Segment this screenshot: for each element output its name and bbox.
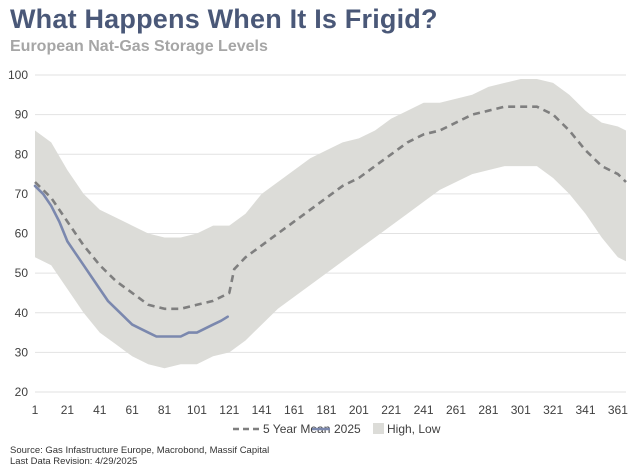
x-tick-label: 181 [316,403,336,417]
x-tick-label: 1 [32,403,39,417]
series-line-2025 [33,184,229,338]
x-tick-label: 141 [252,403,272,417]
y-tick-label: 20 [15,385,29,399]
y-tick-label: 90 [15,108,29,122]
x-tick-label: 201 [349,403,369,417]
x-tick-label: 281 [478,403,498,417]
x-tick-label: 261 [446,403,466,417]
chart-subtitle: European Nat-Gas Storage Levels [10,38,268,55]
chart-title: What Happens When It Is Frigid? [10,4,438,34]
x-tick-label: 341 [576,403,596,417]
x-tick-label: 61 [125,403,139,417]
revision-note: Last Data Revision: 4/29/2025 [10,456,138,467]
x-tick-label: 101 [187,403,207,417]
y-tick-label: 50 [15,266,29,280]
x-tick-label: 41 [93,403,107,417]
x-tick-label: 121 [219,403,239,417]
x-tick-label: 301 [511,403,531,417]
x-tick-label: 21 [61,403,75,417]
x-tick-label: 321 [543,403,563,417]
legend-swatch-band [373,423,384,434]
y-tick-label: 80 [15,147,29,161]
y-tick-label: 40 [15,306,29,320]
y-tick-label: 30 [15,345,29,359]
band-high-low [35,79,626,369]
x-tick-label: 221 [381,403,401,417]
y-tick-label: 70 [15,187,29,201]
x-tick-label: 81 [158,403,172,417]
legend-label: 5 Year Mean [263,422,330,436]
x-tick-label: 361 [608,403,628,417]
x-tick-label: 241 [414,403,434,417]
legend-label: 2025 [334,422,361,436]
y-tick-label: 60 [15,227,29,241]
x-tick-label: 161 [284,403,304,417]
legend-label: High, Low [387,422,441,436]
source-note: Source: Gas Infastructure Europe, Macrob… [10,445,270,456]
y-tick-label: 100 [8,68,28,82]
